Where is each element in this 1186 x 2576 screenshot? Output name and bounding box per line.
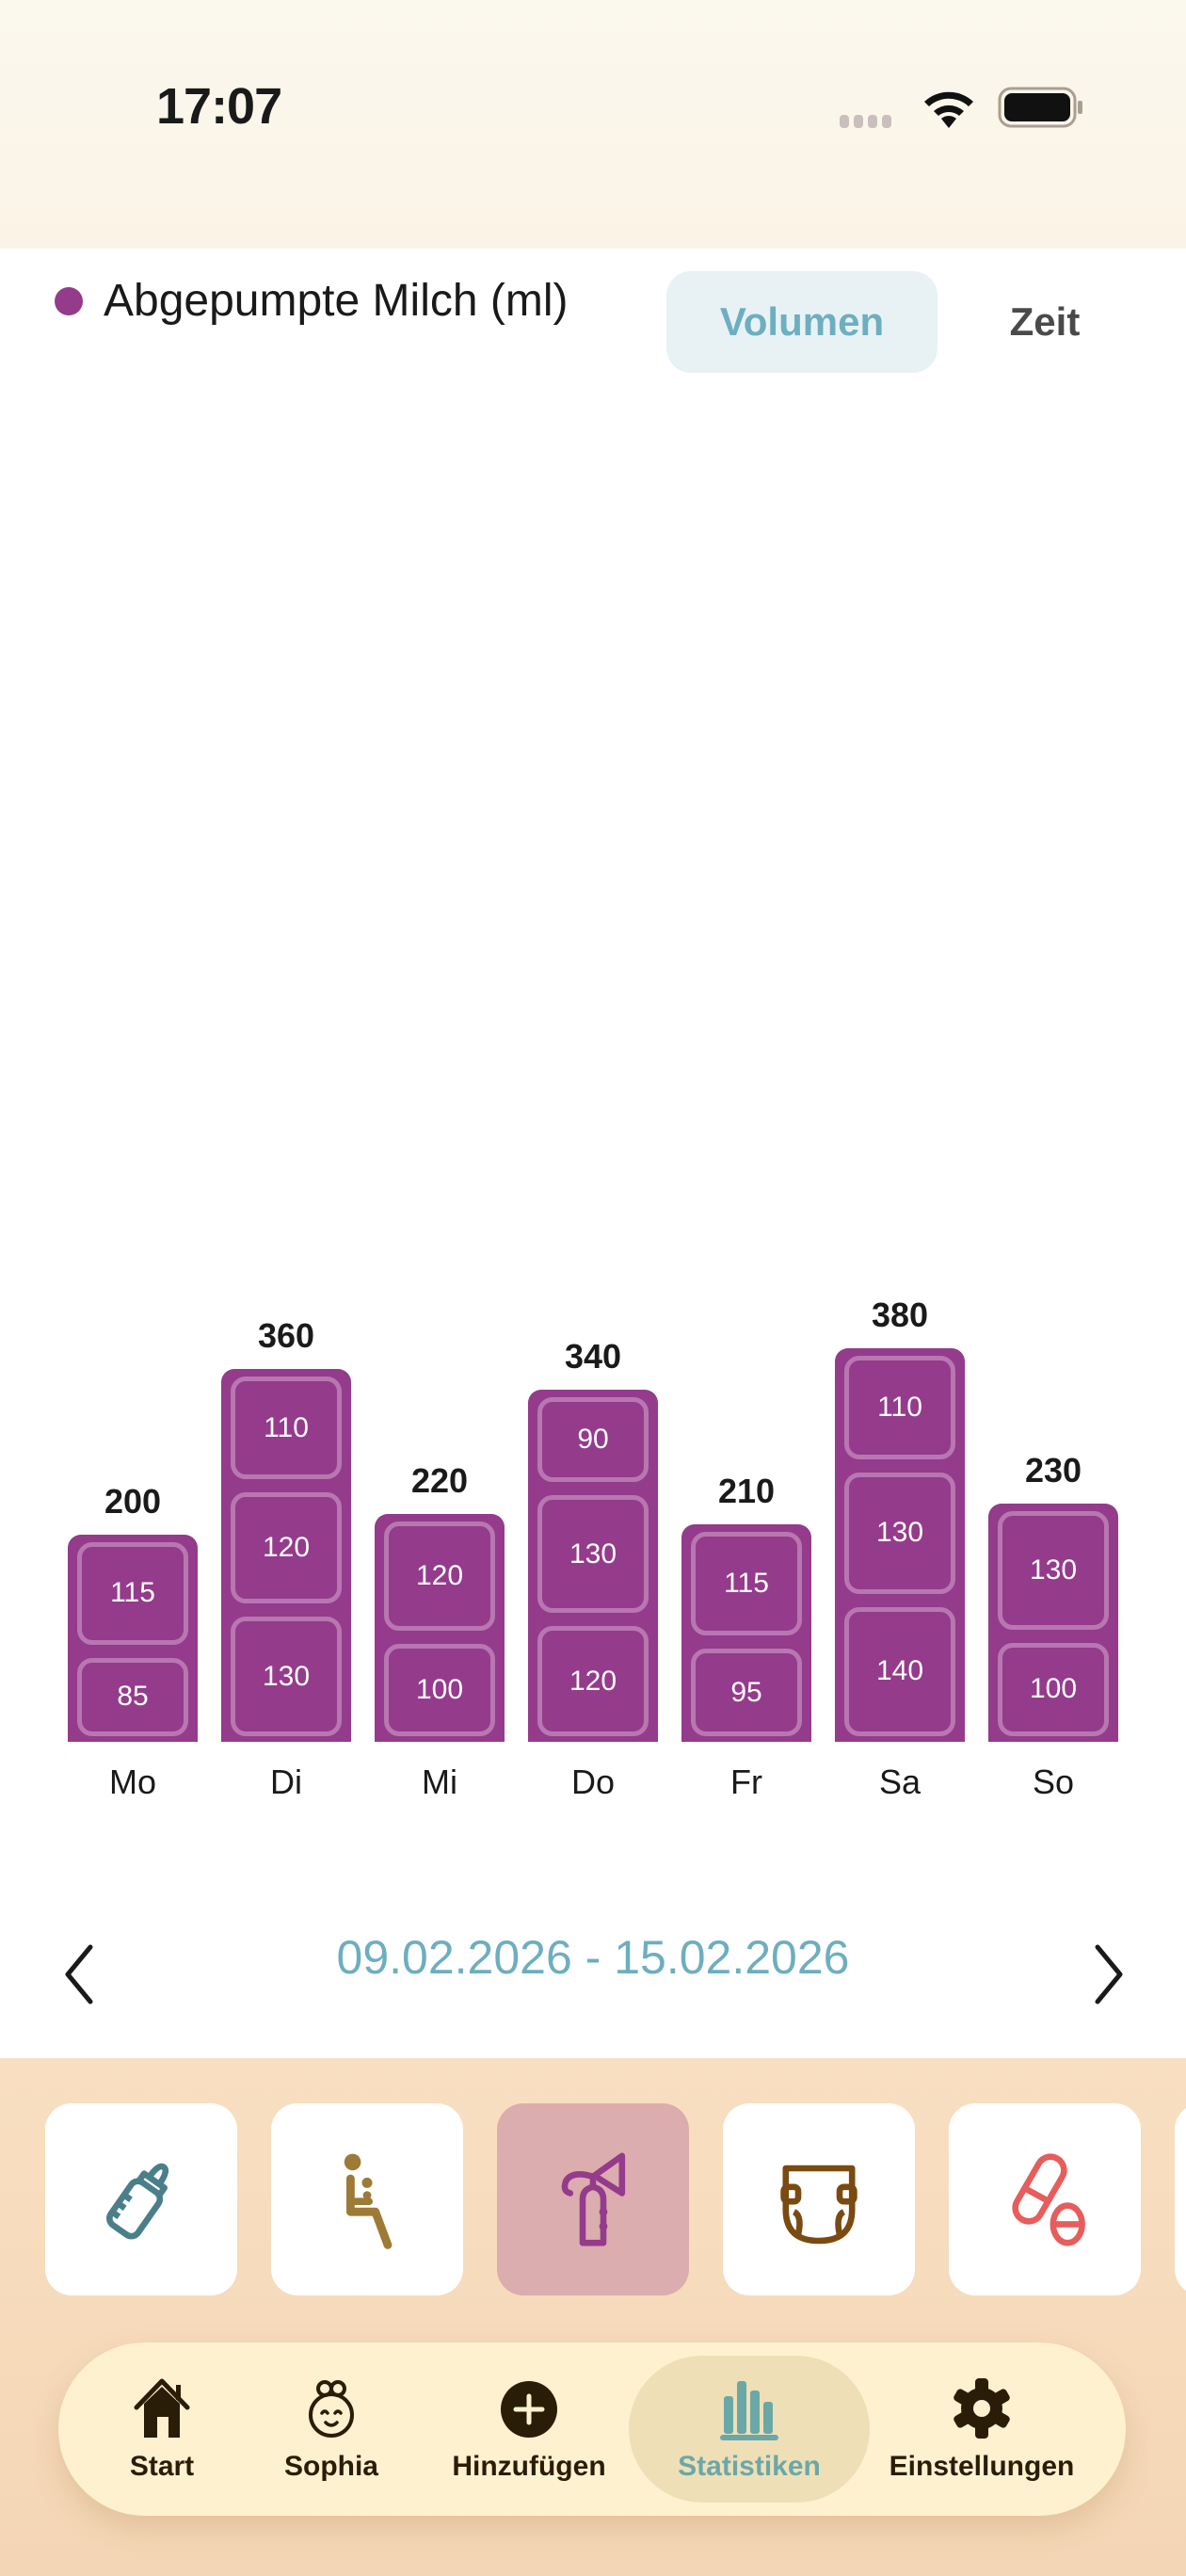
stacked-bar: 110 130 140 bbox=[835, 1348, 965, 1742]
tab-statistiken-label: Statistiken bbox=[678, 2451, 821, 2482]
x-axis-label: So bbox=[1032, 1763, 1075, 1801]
bar-segment: 130 bbox=[537, 1494, 649, 1614]
category-diaper[interactable] bbox=[723, 2103, 915, 2295]
bar-segment: 130 bbox=[998, 1511, 1109, 1630]
chevron-right-icon[interactable] bbox=[1086, 1941, 1133, 2007]
bar-segment: 85 bbox=[77, 1657, 188, 1736]
stacked-bar: 130 100 bbox=[988, 1504, 1118, 1742]
home-icon bbox=[134, 2378, 190, 2438]
bar-segment: 95 bbox=[691, 1649, 802, 1736]
breast-pump-icon bbox=[561, 2152, 626, 2246]
bar-column-mi[interactable]: 220 120 100 Mi bbox=[375, 377, 505, 1817]
x-axis-label: Fr bbox=[730, 1763, 762, 1801]
bar-column-mo[interactable]: 200 115 85 Mo bbox=[68, 377, 198, 1817]
category-bottle[interactable] bbox=[45, 2103, 237, 2295]
tab-hinzufuegen-label: Hinzufügen bbox=[452, 2451, 606, 2482]
status-bar: 17:07 bbox=[0, 0, 1186, 249]
bar-column-di[interactable]: 360 110 120 130 Di bbox=[221, 377, 351, 1817]
bar-chart-icon bbox=[720, 2381, 778, 2440]
category-selector bbox=[45, 2103, 1186, 2295]
medicine-icon bbox=[1012, 2153, 1085, 2246]
cellular-signal-icon bbox=[840, 115, 891, 128]
legend-label: Abgepumpte Milch (ml) bbox=[104, 276, 569, 326]
category-more[interactable] bbox=[1175, 2103, 1186, 2295]
date-range-label: 09.02.2026 - 15.02.2026 bbox=[336, 1931, 850, 1984]
bar-segment: 115 bbox=[691, 1532, 802, 1636]
stacked-bar-chart: 200 115 85 Mo 360 110 120 130 Di 220 120 100 Mi 340 90… bbox=[0, 377, 1186, 1817]
x-axis-label: Do bbox=[570, 1763, 616, 1801]
diaper-icon bbox=[780, 2165, 857, 2245]
tab-sophia-label: Sophia bbox=[283, 2451, 378, 2482]
bar-segment: 110 bbox=[844, 1356, 955, 1460]
x-axis-label: Mi bbox=[422, 1763, 457, 1801]
stacked-bar: 90 130 120 bbox=[528, 1390, 658, 1742]
bar-total-label: 380 bbox=[871, 1296, 929, 1334]
stacked-bar: 115 95 bbox=[681, 1524, 811, 1742]
category-breast-pump[interactable] bbox=[497, 2103, 689, 2295]
bar-segment: 115 bbox=[77, 1542, 188, 1645]
gear-icon bbox=[954, 2378, 1010, 2439]
bar-column-sa[interactable]: 380 110 130 140 Sa bbox=[835, 377, 965, 1817]
segment-volumen[interactable]: Volumen bbox=[666, 271, 938, 373]
bar-segment: 130 bbox=[231, 1617, 342, 1736]
battery-icon bbox=[998, 87, 1082, 128]
stacked-bar: 120 100 bbox=[375, 1514, 505, 1742]
x-axis-label: Di bbox=[270, 1763, 302, 1801]
bottom-panel: Start Sophia Hinzufügen bbox=[0, 2058, 1186, 2576]
add-circle-icon bbox=[501, 2381, 557, 2438]
bar-total-label: 200 bbox=[104, 1482, 162, 1521]
bar-segment: 130 bbox=[844, 1473, 955, 1594]
tab-start[interactable]: Start bbox=[96, 2356, 228, 2503]
tab-start-label: Start bbox=[129, 2451, 195, 2482]
bar-segment: 100 bbox=[998, 1642, 1109, 1736]
tab-bar: Start Sophia Hinzufügen bbox=[58, 2343, 1126, 2516]
wifi-icon bbox=[924, 91, 973, 128]
bar-total-label: 360 bbox=[257, 1316, 315, 1355]
status-time: 17:07 bbox=[156, 78, 282, 135]
category-breastfeeding[interactable] bbox=[271, 2103, 463, 2295]
bar-total-label: 210 bbox=[717, 1472, 776, 1510]
stacked-bar: 110 120 130 bbox=[221, 1369, 351, 1742]
bar-column-so[interactable]: 230 130 100 So bbox=[988, 377, 1118, 1817]
x-axis-label: Mo bbox=[108, 1763, 156, 1801]
bar-total-label: 340 bbox=[564, 1337, 622, 1376]
tab-hinzufuegen[interactable]: Hinzufügen bbox=[435, 2356, 623, 2503]
bar-segment: 140 bbox=[844, 1606, 955, 1736]
tab-einstellungen[interactable]: Einstellungen bbox=[873, 2356, 1090, 2503]
baby-face-icon bbox=[309, 2380, 354, 2438]
legend-color-dot bbox=[55, 286, 83, 315]
tab-sophia[interactable]: Sophia bbox=[265, 2356, 397, 2503]
stacked-bar: 115 85 bbox=[68, 1535, 198, 1742]
bar-segment: 120 bbox=[384, 1521, 495, 1631]
chevron-left-icon[interactable] bbox=[55, 1941, 102, 2007]
breastfeeding-icon bbox=[344, 2153, 393, 2249]
bottle-icon bbox=[106, 2163, 169, 2240]
x-axis-label: Sa bbox=[878, 1763, 922, 1801]
tab-einstellungen-label: Einstellungen bbox=[889, 2451, 1075, 2482]
bar-total-label: 220 bbox=[410, 1461, 469, 1500]
bar-total-label: 230 bbox=[1024, 1451, 1082, 1489]
bar-segment: 120 bbox=[537, 1626, 649, 1736]
category-medicine[interactable] bbox=[949, 2103, 1141, 2295]
bar-column-fr[interactable]: 210 115 95 Fr bbox=[681, 377, 811, 1817]
bar-segment: 110 bbox=[231, 1377, 342, 1479]
bar-segment: 90 bbox=[537, 1397, 649, 1482]
bar-segment: 100 bbox=[384, 1643, 495, 1736]
bar-segment: 120 bbox=[231, 1492, 342, 1603]
tab-statistiken[interactable]: Statistiken bbox=[629, 2356, 870, 2503]
chart-legend: Abgepumpte Milch (ml) bbox=[55, 275, 569, 327]
bar-column-do[interactable]: 340 90 130 120 Do bbox=[528, 377, 658, 1817]
segment-zeit[interactable]: Zeit bbox=[1009, 299, 1081, 344]
